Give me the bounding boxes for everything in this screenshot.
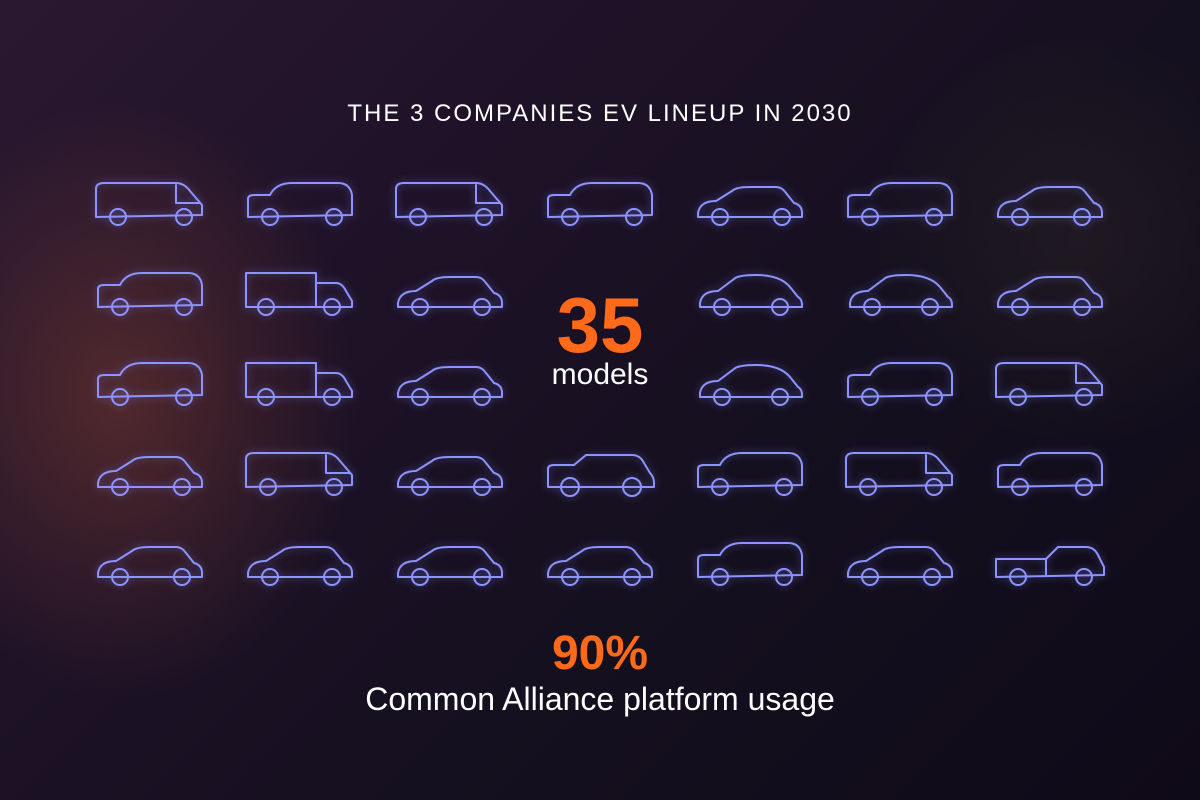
bottom-stat: 90% Common Alliance platform usage	[365, 626, 835, 718]
vehicle-sedan-icon	[390, 263, 510, 323]
vehicle-sedan-icon	[390, 353, 510, 413]
vehicle-sedan-icon	[840, 533, 960, 593]
vehicle-sedan-icon	[540, 533, 660, 593]
vehicle-van-icon	[840, 443, 960, 503]
bottom-stat-label: Common Alliance platform usage	[365, 681, 835, 718]
headline: THE 3 COMPANIES EV LINEUP IN 2030	[347, 100, 852, 128]
vehicle-hatch-icon	[690, 353, 810, 413]
vehicle-minivan-icon	[840, 173, 960, 233]
vehicle-van-icon	[90, 173, 210, 233]
vehicle-sedan-icon	[390, 533, 510, 593]
center-stat-label: models	[552, 360, 649, 390]
vehicle-sedan-icon	[990, 263, 1110, 323]
vehicle-minivan-icon	[90, 353, 210, 413]
vehicle-sedan-icon	[90, 443, 210, 503]
vehicle-sedan-icon	[990, 173, 1110, 233]
vehicle-pickup-icon	[990, 533, 1110, 593]
vehicle-minivan-icon	[690, 533, 810, 593]
center-stat-number: 35	[557, 286, 644, 364]
vehicle-minivan-icon	[240, 173, 360, 233]
vehicle-sedan-icon	[690, 173, 810, 233]
vehicle-minivan-icon	[690, 443, 810, 503]
vehicle-hatch-icon	[840, 263, 960, 323]
vehicle-box_truck-icon	[240, 263, 360, 323]
vehicle-minivan-icon	[990, 443, 1110, 503]
vehicle-minivan-icon	[90, 263, 210, 323]
vehicle-sedan-icon	[390, 443, 510, 503]
center-stat: 35models	[520, 286, 680, 390]
vehicle-sedan-icon	[240, 533, 360, 593]
vehicle-suv-icon	[540, 443, 660, 503]
vehicle-van-icon	[990, 353, 1110, 413]
vehicle-grid: 35models	[85, 164, 1115, 602]
vehicle-hatch-icon	[690, 263, 810, 323]
vehicle-van-icon	[390, 173, 510, 233]
bottom-stat-number: 90	[552, 627, 605, 680]
infographic-content: THE 3 COMPANIES EV LINEUP IN 2030 35mode…	[0, 0, 1200, 800]
vehicle-minivan-icon	[840, 353, 960, 413]
vehicle-box_truck-icon	[240, 353, 360, 413]
vehicle-minivan-icon	[540, 173, 660, 233]
vehicle-van-icon	[240, 443, 360, 503]
vehicle-sedan-icon	[90, 533, 210, 593]
bottom-stat-pct: %	[605, 627, 648, 680]
